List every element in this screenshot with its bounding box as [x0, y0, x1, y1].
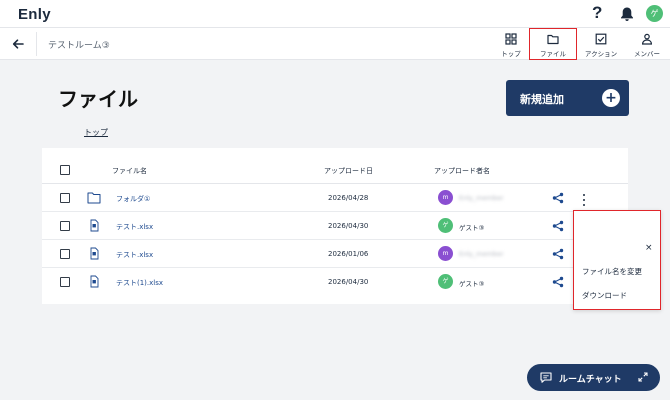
header-uploader: アップロード者名 — [434, 167, 490, 175]
upload-date: 2026/04/28 — [328, 194, 369, 202]
back-arrow-icon[interactable] — [10, 36, 26, 52]
uploader-avatar: m — [438, 190, 453, 205]
excel-file-icon — [90, 275, 99, 288]
plus-icon: + — [602, 89, 620, 107]
table-row[interactable]: フォルダ① 2026/04/28 m Enly_member — [42, 184, 620, 212]
uploader-avatar: ゲ — [438, 274, 453, 289]
uploader-avatar: ゲ — [438, 218, 453, 233]
file-name-link[interactable]: テスト(1).xlsx — [116, 279, 164, 287]
upload-date: 2026/01/06 — [328, 250, 369, 258]
row-checkbox[interactable] — [60, 193, 70, 203]
help-icon[interactable]: ? — [592, 3, 603, 22]
header-upload-date: アップロード日 — [324, 167, 373, 175]
room-name: テストルーム③ — [48, 41, 110, 51]
file-name-link[interactable]: テスト.xlsx — [116, 251, 154, 259]
app-logo[interactable]: Enly — [18, 6, 51, 23]
add-new-label: 新規追加 — [520, 93, 564, 106]
rename-file-menu-item[interactable]: ファイル名を変更 — [582, 267, 642, 276]
divider — [36, 32, 37, 56]
file-table: ファイル名 アップロード日 アップロード者名 フォルダ① 2026/04/28 … — [42, 148, 628, 304]
page-title: ファイル — [58, 87, 138, 111]
share-icon[interactable] — [552, 276, 564, 288]
checkbox-icon — [595, 33, 607, 45]
tab-members[interactable]: メンバー — [628, 28, 666, 60]
uploader-avatar: m — [438, 246, 453, 261]
file-name-link[interactable]: フォルダ① — [116, 195, 151, 203]
share-icon[interactable] — [552, 192, 564, 204]
tab-actions[interactable]: アクション — [580, 28, 622, 60]
tab-label: ファイル — [540, 50, 566, 58]
file-name-link[interactable]: テスト.xlsx — [116, 223, 154, 231]
tab-top[interactable]: トップ — [494, 28, 528, 60]
expand-icon — [638, 372, 648, 382]
room-chat-label: ルームチャット — [559, 375, 622, 385]
uploader-name: ゲスト③ — [459, 224, 485, 232]
close-icon[interactable]: × — [645, 243, 653, 253]
user-avatar[interactable]: ゲ — [646, 5, 663, 22]
header-file-name: ファイル名 — [112, 167, 147, 175]
folder-icon — [87, 192, 101, 204]
chat-bubble-icon — [540, 372, 552, 383]
excel-file-icon — [90, 247, 99, 260]
file-context-menu: × ファイル名を変更 ダウンロード — [573, 210, 661, 310]
tab-label: アクション — [584, 50, 618, 58]
download-menu-item[interactable]: ダウンロード — [582, 291, 627, 300]
row-checkbox[interactable] — [60, 277, 70, 287]
row-checkbox[interactable] — [60, 221, 70, 231]
row-checkbox[interactable] — [60, 249, 70, 259]
table-row[interactable]: テスト(1).xlsx 2026/04/30 ゲ ゲスト③ — [42, 268, 620, 296]
tab-label: メンバー — [634, 50, 660, 58]
share-icon[interactable] — [552, 248, 564, 260]
folder-icon — [547, 34, 559, 45]
top-bar: Enly ? ゲ — [0, 0, 670, 28]
tab-label: トップ — [501, 50, 521, 58]
uploader-name: ゲスト③ — [459, 280, 485, 288]
grid-icon — [505, 33, 517, 45]
upload-date: 2026/04/30 — [328, 278, 369, 286]
table-header: ファイル名 アップロード日 アップロード者名 — [42, 148, 628, 184]
room-nav-bar: テストルーム③ トップ ファイル アクション メンバー — [0, 28, 670, 60]
table-row[interactable]: テスト.xlsx 2026/01/06 m Enly_member — [42, 240, 620, 268]
add-new-button[interactable]: 新規追加 + — [506, 80, 629, 116]
uploader-name: Enly_member — [459, 194, 504, 202]
breadcrumb-top[interactable]: トップ — [84, 128, 108, 137]
tab-files[interactable]: ファイル — [529, 28, 577, 60]
uploader-name: Enly_member — [459, 250, 504, 258]
upload-date: 2026/04/30 — [328, 222, 369, 230]
table-row[interactable]: テスト.xlsx 2026/04/30 ゲ ゲスト③ — [42, 212, 620, 240]
bell-icon[interactable] — [619, 6, 635, 22]
more-options-icon[interactable] — [575, 190, 593, 208]
excel-file-icon — [90, 219, 99, 232]
share-icon[interactable] — [552, 220, 564, 232]
select-all-checkbox[interactable] — [60, 165, 70, 175]
room-chat-button[interactable]: ルームチャット — [527, 364, 660, 391]
person-icon — [641, 33, 653, 45]
